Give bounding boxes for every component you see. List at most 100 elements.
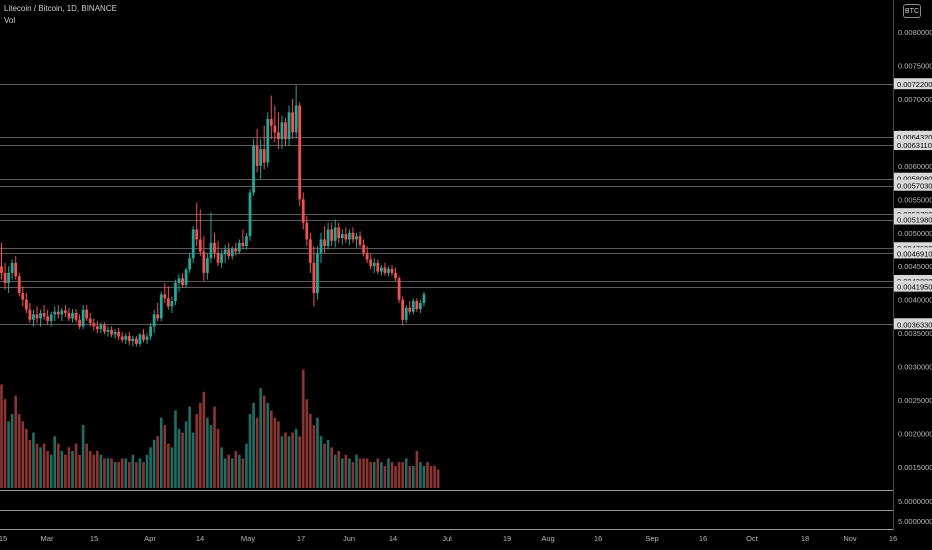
candle-body[interactable] <box>269 119 273 126</box>
candle-body[interactable] <box>280 122 284 140</box>
candle-body[interactable] <box>159 294 163 319</box>
candle-body[interactable] <box>106 329 110 332</box>
candle-body[interactable] <box>355 236 358 240</box>
candle-body[interactable] <box>419 303 422 310</box>
candle-body[interactable] <box>7 272 10 283</box>
candle-body[interactable] <box>365 252 369 260</box>
candle-body[interactable] <box>319 239 323 253</box>
candle-body[interactable] <box>227 249 231 257</box>
symbol-title[interactable]: Litecoin / Bitcoin, 1D, BINANCE <box>4 4 117 13</box>
candle-body[interactable] <box>234 248 238 252</box>
candle-body[interactable] <box>85 309 89 319</box>
candle-body[interactable] <box>401 299 405 320</box>
candle-body[interactable] <box>39 313 42 319</box>
candle-body[interactable] <box>42 313 46 317</box>
candle-body[interactable] <box>64 310 67 314</box>
candle-body[interactable] <box>316 252 319 293</box>
candle-body[interactable] <box>10 262 14 273</box>
candle-body[interactable] <box>273 125 277 133</box>
candle-body[interactable] <box>369 259 373 267</box>
candle-body[interactable] <box>174 282 177 302</box>
candle-body[interactable] <box>60 310 64 315</box>
candle-body[interactable] <box>142 334 145 340</box>
candle-body[interactable] <box>17 276 21 293</box>
candle-body[interactable] <box>49 314 53 322</box>
candle-body[interactable] <box>46 316 50 322</box>
candle-body[interactable] <box>21 293 25 300</box>
candle-body[interactable] <box>88 318 92 324</box>
candle-body[interactable] <box>120 336 124 340</box>
candle-body[interactable] <box>110 329 113 335</box>
level-label[interactable]: 0.00363300 <box>897 320 932 329</box>
candle-body[interactable] <box>351 232 355 240</box>
candle-body[interactable] <box>166 298 170 307</box>
candle-body[interactable] <box>330 229 334 241</box>
candle-body[interactable] <box>170 301 174 307</box>
candle-body[interactable] <box>202 251 206 273</box>
candle-body[interactable] <box>372 262 376 267</box>
volume-label[interactable]: Vol <box>4 16 16 25</box>
candle-body[interactable] <box>32 314 35 320</box>
candle-body[interactable] <box>422 294 426 304</box>
candle-body[interactable] <box>92 323 96 327</box>
candle-body[interactable] <box>259 149 263 166</box>
candle-body[interactable] <box>35 314 39 319</box>
candle-body[interactable] <box>323 239 326 247</box>
candle-body[interactable] <box>376 262 380 272</box>
candle-body[interactable] <box>113 331 117 335</box>
candle-body[interactable] <box>312 262 316 293</box>
candle-body[interactable] <box>28 309 32 320</box>
candle-body[interactable] <box>163 294 167 299</box>
candle-body[interactable] <box>99 325 103 330</box>
candle-body[interactable] <box>404 307 408 320</box>
candle-body[interactable] <box>241 242 245 247</box>
candle-body[interactable] <box>56 311 60 315</box>
candle-body[interactable] <box>383 267 387 273</box>
candle-body[interactable] <box>301 199 305 223</box>
candle-body[interactable] <box>74 313 78 320</box>
candle-body[interactable] <box>14 262 18 277</box>
candle-body[interactable] <box>298 105 302 200</box>
candle-body[interactable] <box>245 236 248 247</box>
candle-body[interactable] <box>252 145 255 193</box>
candle-body[interactable] <box>344 234 348 240</box>
candle-body[interactable] <box>255 145 259 166</box>
candle-body[interactable] <box>291 112 294 133</box>
candle-body[interactable] <box>184 269 188 285</box>
candle-body[interactable] <box>124 335 128 340</box>
candle-body[interactable] <box>358 236 362 245</box>
candle-body[interactable] <box>277 132 280 140</box>
candle-body[interactable] <box>248 192 252 237</box>
candle-body[interactable] <box>262 149 266 163</box>
candle-body[interactable] <box>78 319 81 327</box>
candle-body[interactable] <box>266 119 270 163</box>
candle-body[interactable] <box>337 227 341 239</box>
candle-body[interactable] <box>348 232 351 240</box>
candle-body[interactable] <box>0 266 3 273</box>
candle-body[interactable] <box>287 112 291 140</box>
candle-body[interactable] <box>53 311 57 315</box>
candle-body[interactable] <box>387 268 390 273</box>
candle-body[interactable] <box>362 244 365 253</box>
candle-body[interactable] <box>81 309 85 327</box>
candle-body[interactable] <box>188 258 192 270</box>
candle-body[interactable] <box>152 314 156 327</box>
candle-body[interactable] <box>237 242 241 252</box>
candle-body[interactable] <box>411 301 415 312</box>
candle-body[interactable] <box>156 314 160 319</box>
candle-body[interactable] <box>191 229 195 259</box>
candle-body[interactable] <box>408 307 412 312</box>
candle-body[interactable] <box>379 267 383 272</box>
currency-badge[interactable]: BTC <box>903 4 921 18</box>
candle-body[interactable] <box>131 338 135 342</box>
candle-body[interactable] <box>305 222 309 240</box>
candle-body[interactable] <box>333 227 337 241</box>
candle-body[interactable] <box>394 272 397 279</box>
